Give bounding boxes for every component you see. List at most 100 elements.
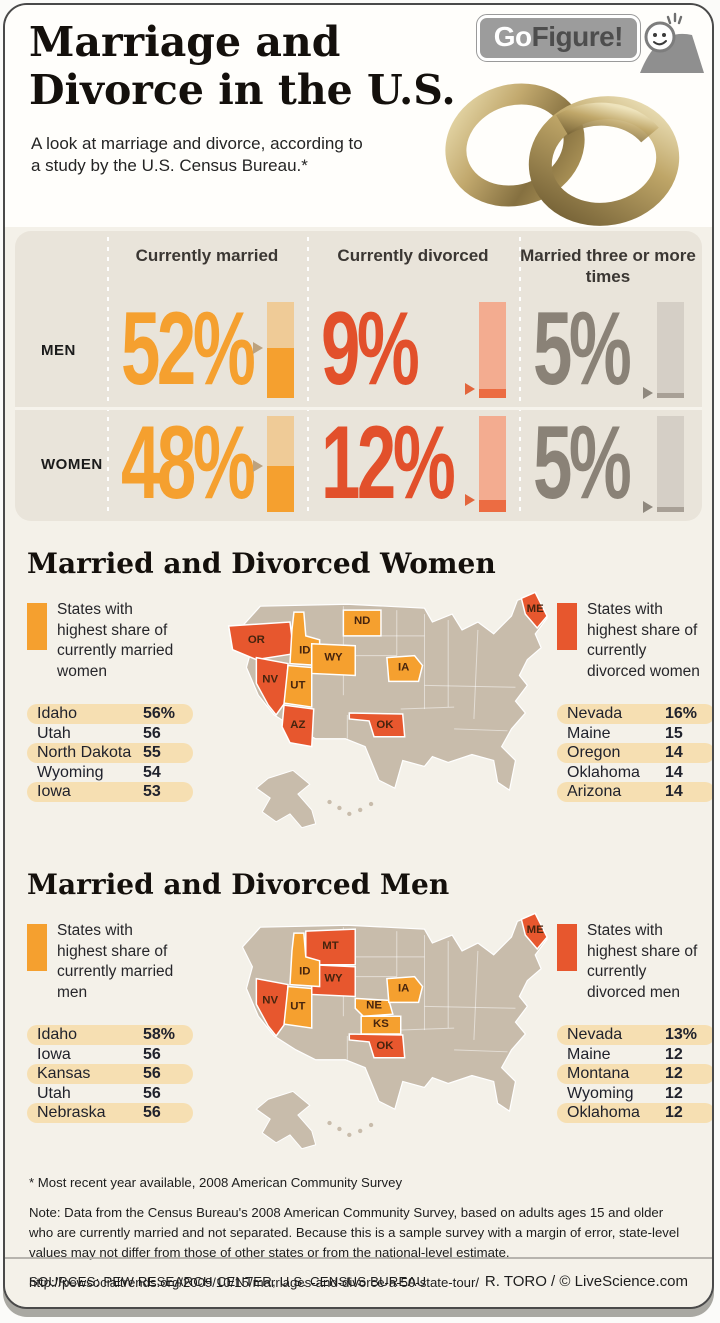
- state-value: 12: [665, 1065, 683, 1083]
- state-label: ME: [527, 603, 544, 615]
- list-item: Nevada 16%: [557, 704, 712, 724]
- state-label: WY: [324, 973, 343, 985]
- married-swatch-icon: [27, 924, 47, 971]
- state-name: Wyoming: [567, 1084, 634, 1102]
- state-border: [454, 1049, 508, 1053]
- state-value: 58%: [143, 1026, 176, 1044]
- state-name: Idaho: [37, 705, 78, 723]
- state-name: Utah: [37, 1084, 71, 1102]
- list-item: Wyoming 12: [557, 1084, 712, 1104]
- list-item: Arizona 14: [557, 782, 712, 802]
- stat-value: 9%: [321, 291, 420, 408]
- alaska: [255, 1090, 317, 1150]
- bar-pointer-icon: [643, 387, 653, 400]
- island: [347, 1132, 352, 1138]
- panel-divider: [307, 237, 309, 515]
- list-item: Kansas 56: [27, 1064, 193, 1084]
- stat-value: 5%: [533, 291, 632, 408]
- divorced-women-rank-list: Nevada 16% Maine 15 Oregon 14 Oklahoma 14 Arizon…: [557, 704, 712, 802]
- state-value: 56: [143, 724, 161, 742]
- island: [358, 1128, 363, 1134]
- state-label: MT: [322, 940, 338, 952]
- bar-pointer-icon: [643, 501, 653, 514]
- list-item: Idaho 56%: [27, 704, 193, 724]
- column-header-married: Currently married: [135, 246, 279, 265]
- section-men-title: Married and Divorced Men: [27, 868, 450, 901]
- state-border: [400, 706, 455, 710]
- legend-divorced-women: States with highest share of currently d…: [557, 600, 712, 682]
- legend-married-men-label: States with highest share of currently m…: [57, 922, 174, 1001]
- state-value: 12: [665, 1045, 683, 1063]
- state-label: ND: [354, 615, 370, 627]
- state-ut: [283, 985, 313, 1029]
- state-value: 16%: [665, 705, 698, 723]
- state-label: ID: [299, 966, 310, 978]
- state-border: [424, 1005, 516, 1009]
- legend-married-women-label: States with highest share of currently m…: [57, 601, 174, 680]
- divorced-swatch-icon: [557, 924, 577, 971]
- state-label: KS: [373, 1018, 389, 1030]
- stat-value: 12%: [321, 405, 456, 522]
- state-ok: [348, 712, 406, 738]
- island: [358, 807, 363, 813]
- state-name: Maine: [567, 724, 611, 742]
- state-value: 56%: [143, 705, 176, 723]
- state-name: Iowa: [37, 783, 71, 801]
- state-me: [520, 912, 548, 951]
- divorced-men-rank-list: Nevada 13% Maine 12 Montana 12 Wyoming 12 Oklaho…: [557, 1025, 712, 1123]
- sources-band: SOURCES: PEW RESEARCH CENTER, U.S. CENSU…: [5, 1257, 712, 1307]
- stat-bar: [253, 302, 294, 398]
- state-value: 14: [665, 783, 683, 801]
- bar-pointer-icon: [465, 383, 475, 396]
- state-label: NV: [262, 994, 278, 1006]
- list-item: Iowa 56: [27, 1045, 193, 1065]
- state-name: Kansas: [37, 1065, 91, 1083]
- stat-value: 48%: [121, 405, 256, 522]
- methodology-note: Note: Data from the Census Bureau's 2008…: [29, 1205, 680, 1260]
- state-name: Nevada: [567, 1026, 623, 1044]
- legend-married-women: States with highest share of currently m…: [27, 600, 199, 682]
- us-map-women: OR NV AZ OK ME ID UT WY ND IA: [227, 591, 548, 829]
- married-men-rank-list: Idaho 58% Iowa 56 Kansas 56 Utah 56 Nebraska 56: [27, 1025, 193, 1123]
- state-value: 53: [143, 783, 161, 801]
- state-value: 56: [143, 1104, 161, 1122]
- state-me: [520, 591, 548, 630]
- stat-women-three-times: 5%: [519, 407, 697, 521]
- footer: * Most recent year available, 2008 Ameri…: [5, 1159, 712, 1290]
- list-item: Iowa 53: [27, 782, 193, 802]
- state-value: 54: [143, 763, 161, 781]
- state-label: AZ: [290, 719, 305, 731]
- list-item: Nebraska 56: [27, 1103, 193, 1123]
- state-label: IA: [398, 982, 409, 994]
- married-women-rank-list: Idaho 56% Utah 56 North Dakota 55 Wyoming 54 Iow…: [27, 704, 193, 802]
- state-id: [289, 932, 321, 988]
- subtitle-line2: a study by the U.S. Census Bureau.*: [31, 156, 308, 176]
- state-ok: [348, 1033, 406, 1059]
- state-label: NE: [366, 999, 382, 1011]
- island: [347, 811, 352, 817]
- legend-married-men: States with highest share of currently m…: [27, 921, 199, 1003]
- alaska: [255, 769, 317, 829]
- state-ut: [283, 664, 313, 708]
- legend-divorced-women-label: States with highest share of currently d…: [587, 601, 700, 680]
- gofigure-logo-go: Go: [493, 21, 532, 52]
- state-value: 56: [143, 1065, 161, 1083]
- state-nv: [255, 977, 289, 1038]
- state-name: Oklahoma: [567, 763, 640, 781]
- state-label: UT: [290, 1000, 305, 1012]
- bar-pointer-icon: [253, 459, 263, 472]
- gofigure-logo: GoFigure!: [475, 14, 642, 62]
- stat-bar: [643, 416, 684, 514]
- page-title-line2: Divorce in the U.S.: [29, 65, 456, 114]
- state-ia: [386, 654, 424, 683]
- state-wy: [310, 643, 356, 677]
- list-item: Utah 56: [27, 724, 193, 744]
- state-ks: [360, 1015, 402, 1035]
- page-title-line1: Marriage and: [29, 18, 341, 66]
- source-url-link[interactable]: http://pewsocialtrends.org/2009/10/15/ma…: [29, 1275, 480, 1291]
- legend-divorced-men-label: States with highest share of currently d…: [587, 922, 698, 1001]
- panel-divider: [519, 237, 521, 515]
- state-az: [281, 704, 315, 748]
- state-label: ID: [299, 645, 310, 657]
- infographic-card: Marriage and Divorce in the U.S. A look …: [3, 3, 714, 1309]
